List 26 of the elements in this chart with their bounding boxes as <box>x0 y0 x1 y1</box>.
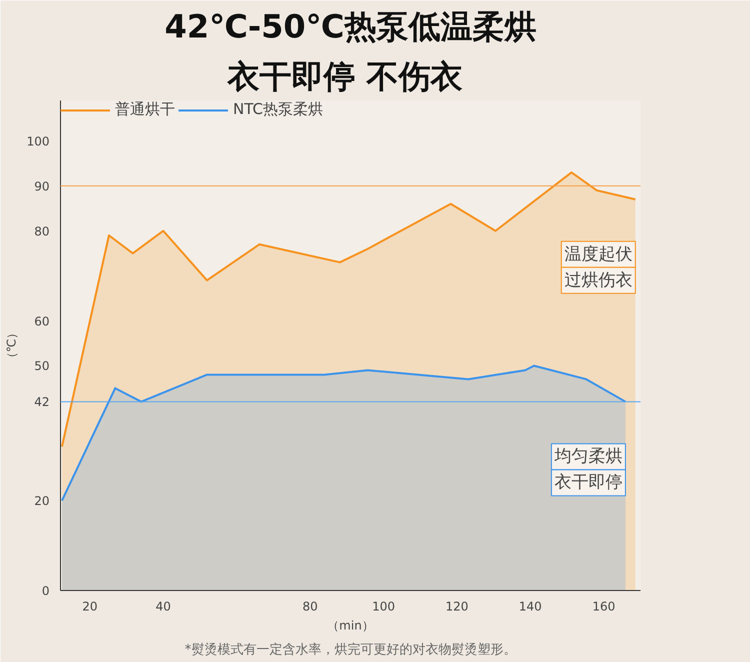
x-tick-label: 20 <box>82 600 98 614</box>
x-tick-label: 160 <box>592 600 616 614</box>
chart-subtitle: 衣干即停 不伤衣 <box>226 58 462 96</box>
legend-label: 普通烘干 <box>115 100 175 119</box>
y-tick-label: 50 <box>34 359 50 374</box>
y-tick-label: 20 <box>34 494 50 508</box>
legend-label: NTC热泵柔烘 <box>233 100 323 119</box>
y-tick-label: 100 <box>26 134 50 148</box>
y-tick-label: 90 <box>34 179 50 194</box>
x-tick-label: 100 <box>372 600 395 614</box>
y-tick-label: 60 <box>34 314 50 328</box>
annotation: 衣干即停 <box>554 472 622 493</box>
y-tick-label: 42 <box>34 395 50 410</box>
x-tick-label: 120 <box>446 600 468 614</box>
y-tick-label: 0 <box>42 584 50 598</box>
annotation: 过烘伤衣 <box>564 270 632 290</box>
annotation: 均匀柔烘 <box>553 446 622 467</box>
x-tick-label: 40 <box>156 600 171 614</box>
y-tick-label: 80 <box>34 224 50 238</box>
chart-title: 42℃-50℃热泵低温柔烘 <box>164 8 536 46</box>
y-axis-title: （℃） <box>4 326 19 364</box>
text: *熨烫模式有一定含水率，烘完可更好的对衣物熨烫塑形。 <box>184 642 516 658</box>
x-tick-label: 80 <box>302 600 318 614</box>
x-axis-title: （min） <box>327 618 374 632</box>
x-tick-label: 140 <box>518 600 542 614</box>
annotation: 温度起伏 <box>564 244 632 264</box>
